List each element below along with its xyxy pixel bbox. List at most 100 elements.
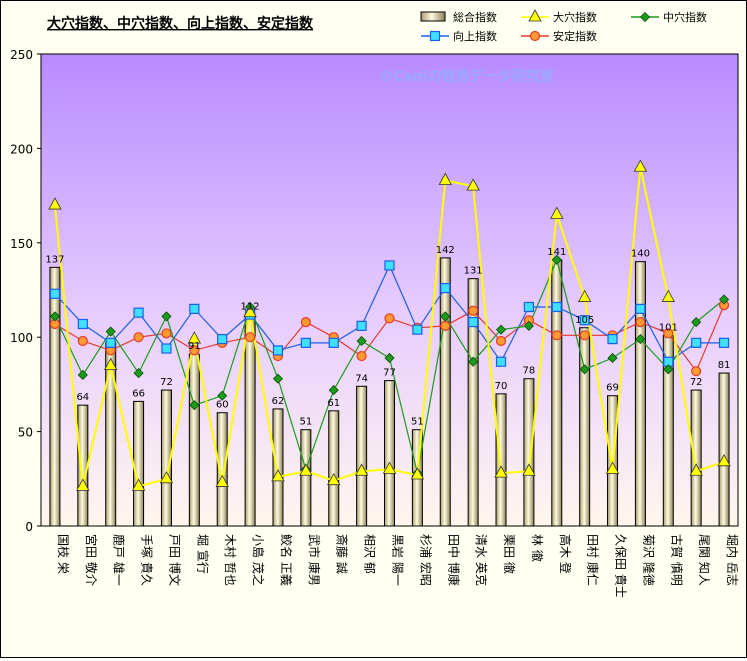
square-marker [691, 337, 702, 348]
triangle-marker [438, 172, 452, 185]
bar [105, 342, 117, 527]
x-tick-label: 尾関 知人 [697, 534, 711, 586]
diamond-marker [635, 334, 646, 345]
bar-value-label: 72 [160, 377, 173, 388]
x-tick-label: 戸田 博文 [167, 534, 182, 586]
circle-marker [189, 345, 200, 356]
bar [356, 385, 368, 527]
diamond-marker [579, 364, 590, 375]
y-axis: 0 50 100 150 200 250 [10, 48, 41, 534]
circle-marker [245, 332, 256, 343]
x-tick-label: 杉浦 宏昭 [418, 534, 433, 586]
bar [272, 408, 284, 527]
bar [523, 378, 535, 527]
x-tick-label: 小島 茂之 [251, 534, 266, 586]
triangle-marker [577, 289, 592, 302]
bar [467, 278, 479, 527]
square-marker [189, 303, 200, 314]
square-marker [356, 320, 367, 331]
square-marker [495, 356, 507, 367]
x-tick-label: 手塚 貴久 [140, 534, 154, 586]
bar-value-label: 51 [299, 417, 312, 428]
bar-value-label: 51 [411, 417, 424, 428]
circle-marker [529, 30, 541, 42]
bar [551, 259, 563, 527]
line-series [48, 159, 731, 491]
watermark: ©Caniの競馬データ研究室 [379, 68, 554, 85]
square-marker [718, 337, 730, 348]
triangle-marker [271, 469, 285, 482]
bar-value-label: 62 [272, 396, 285, 407]
bar [188, 353, 200, 527]
x-tick-label: 国枝 栄 [56, 534, 71, 574]
bar [300, 429, 312, 527]
square-marker [523, 301, 535, 313]
diamond-marker [718, 294, 730, 305]
circle-marker [440, 320, 451, 331]
circle-marker [635, 316, 646, 328]
circle-marker [384, 313, 395, 324]
square-marker [607, 333, 618, 345]
bar [439, 257, 451, 527]
bar-value-label: 112 [241, 302, 260, 313]
triangle-marker [131, 478, 146, 491]
triangle-marker [661, 289, 675, 302]
diamond-marker [551, 254, 562, 265]
bar [495, 393, 507, 527]
diamond-marker [77, 369, 88, 381]
y-tick-label: 250 [10, 48, 33, 62]
square-marker [133, 307, 144, 318]
bar [384, 380, 395, 527]
diamond-marker [105, 326, 116, 337]
square-marker [217, 333, 228, 345]
triangle-marker [299, 463, 313, 476]
x-tick-label: 武市 康男 [307, 534, 322, 586]
diamond-marker [384, 352, 395, 364]
diamond-marker [440, 311, 451, 322]
circle-marker [356, 350, 367, 362]
triangle-marker [76, 478, 90, 491]
bar-value-label: 101 [659, 322, 678, 333]
x-tick-label: 鹿戸 雄一 [112, 534, 127, 586]
diamond-marker [272, 373, 284, 384]
diamond-marker [133, 368, 144, 379]
diamond-marker [217, 390, 228, 401]
x-tick-label: 斎藤 誠 [335, 534, 350, 574]
x-tick-label: 菊沢 隆徳 [641, 534, 656, 586]
diamond-marker [49, 311, 61, 322]
diamond-marker [468, 356, 479, 367]
square-marker [300, 337, 311, 348]
circle-marker [663, 328, 674, 339]
bar [634, 261, 646, 527]
square-marker [579, 315, 590, 326]
diamond-marker [607, 352, 618, 364]
triangle-marker [528, 9, 542, 22]
triangle-marker [522, 463, 536, 476]
bar-value-label: 61 [327, 398, 340, 409]
square-marker [384, 260, 395, 271]
bar-value-label: 142 [436, 245, 455, 256]
circle-marker [579, 330, 590, 341]
triangle-marker [48, 197, 62, 210]
triangle-marker [354, 463, 369, 476]
x-tick-label: 宮田 敬介 [84, 534, 99, 586]
square-marker [272, 345, 284, 356]
bar-value-label: 81 [718, 360, 731, 371]
square-marker [551, 301, 562, 313]
x-tick-label: 田村 康仁 [586, 534, 601, 586]
y-tick-label: 50 [18, 426, 33, 440]
bar-series [49, 257, 730, 527]
square-marker [412, 324, 423, 335]
circle-marker [468, 305, 479, 316]
x-tick-label: 古賀 慎明 [669, 534, 684, 586]
bar [77, 404, 89, 527]
x-tick-label: 高木 登 [558, 534, 573, 574]
square-marker [49, 288, 61, 299]
triangle-marker [550, 206, 564, 219]
bar-value-label: 140 [631, 249, 650, 260]
x-tick-label: 堀内 岳志 [725, 534, 740, 586]
chart-title: 大穴指数、中穴指数、向上指数、安定指数 [47, 15, 314, 32]
y-tick-label: 100 [10, 331, 33, 345]
bar [579, 327, 591, 527]
bar-value-label: 141 [547, 247, 566, 258]
